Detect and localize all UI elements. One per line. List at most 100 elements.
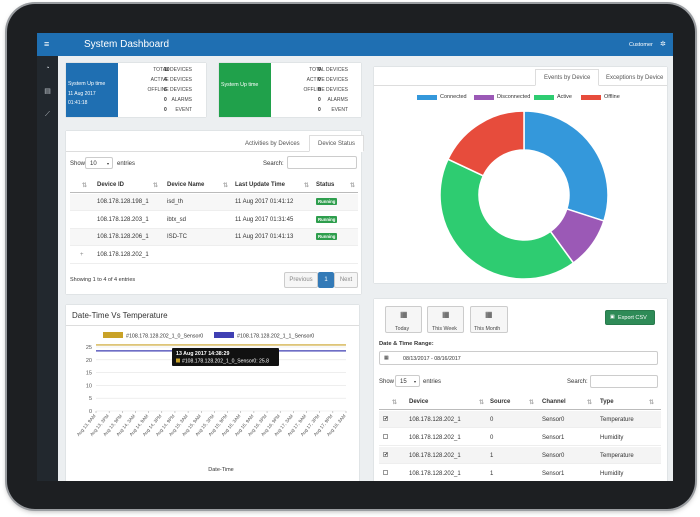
stat-label: EVENT xyxy=(175,107,192,113)
sort-icon[interactable]: ⇅ xyxy=(82,183,88,189)
sensor-source: 1 xyxy=(490,453,494,459)
previous-button[interactable]: Previous xyxy=(284,272,318,288)
y-tick-label: 25 xyxy=(86,345,92,351)
checkbox-checked[interactable] xyxy=(383,452,388,457)
table-row[interactable]: +108.178.128.202_1 xyxy=(70,246,358,264)
sort-icon[interactable]: ⇅ xyxy=(529,400,535,406)
sensor-source: 1 xyxy=(490,471,494,477)
donut-slice-offline[interactable] xyxy=(446,110,525,177)
table-row[interactable]: 108.178.128.206_1 ISD-TC 11 Aug 2017 01:41… xyxy=(70,229,358,246)
events-donut-card: Events by Device Exceptions by Device Co… xyxy=(374,67,667,283)
page-size-select[interactable]: 15 ▾ xyxy=(395,375,420,387)
tab-activities-by-devices[interactable]: Activities by Devices xyxy=(245,141,300,147)
row-checkbox[interactable] xyxy=(383,452,388,458)
sort-icon[interactable]: ⇅ xyxy=(153,183,159,189)
donut-slice-active[interactable] xyxy=(439,158,575,280)
device-name: ibtx_sd xyxy=(167,216,187,223)
this-week-label: This Week xyxy=(432,326,457,332)
table-row[interactable]: 108.178.128.202_1 0 Sensor0 Temperature xyxy=(379,411,661,428)
uptime-title: System Up time xyxy=(221,82,259,88)
uptime-time: 01:41:18 xyxy=(68,100,88,106)
show-label: Show xyxy=(70,161,86,167)
sort-icon[interactable]: ⇅ xyxy=(649,400,655,406)
sort-icon[interactable]: ⇅ xyxy=(304,183,310,189)
search-label: Search: xyxy=(567,379,588,385)
dashboard-icon[interactable]: ◔ xyxy=(45,65,50,72)
temperature-chart-card: Date-Time Vs Temperature #108.178.128.20… xyxy=(66,305,359,481)
sidebar: ◔ ▤ ⟋ xyxy=(37,56,58,481)
page-1-button[interactable]: 1 xyxy=(318,272,334,288)
legend-label: Offline xyxy=(604,94,620,100)
col-source[interactable]: Source xyxy=(490,399,511,405)
col-device-id[interactable]: Device ID xyxy=(97,182,125,188)
device-table-body: 108.178.128.198_1 isd_th 11 Aug 2017 01:41… xyxy=(70,194,358,264)
date-range-input[interactable]: ▦ 08/13/2017 - 08/16/2017 xyxy=(379,351,658,365)
search-input[interactable] xyxy=(287,156,357,169)
y-tick-label: 10 xyxy=(86,383,92,389)
tab-device-status[interactable]: Device Status xyxy=(309,135,365,152)
legend-swatch xyxy=(581,95,601,100)
device-id: 108.178.128.203_1 xyxy=(97,216,149,223)
checkbox-unchecked[interactable] xyxy=(383,470,388,475)
stat-label: ALARMS xyxy=(327,97,348,103)
sensor-selection-card: ▦ Today ▦ This Week ▦ This Month ▣ Expor… xyxy=(374,299,667,481)
table-row[interactable]: 108.178.128.203_1 ibtx_sd 11 Aug 2017 01:3… xyxy=(70,211,358,229)
checkbox-checked[interactable] xyxy=(383,416,388,421)
next-button[interactable]: Next xyxy=(334,272,358,288)
sort-icon[interactable]: ⇅ xyxy=(479,400,485,406)
table-row[interactable]: 108.178.128.202_1 1 Sensor0 Temperature xyxy=(379,447,661,464)
sensor-channel: Sensor1 xyxy=(542,435,565,441)
row-checkbox[interactable] xyxy=(383,416,388,422)
user-name[interactable]: Customer xyxy=(629,42,653,48)
sort-icon[interactable]: ⇅ xyxy=(587,400,593,406)
row-checkbox[interactable] xyxy=(383,434,388,440)
sort-icon[interactable]: ⇅ xyxy=(392,400,398,406)
status-badge-label: Running xyxy=(316,233,338,240)
page-size-select[interactable]: 10 ▾ xyxy=(85,157,113,169)
tab-events-by-device[interactable]: Events by Device xyxy=(535,69,600,86)
table-row[interactable]: 108.178.128.202_1 1 Sensor1 Humidity xyxy=(379,465,661,481)
today-button[interactable]: ▦ Today xyxy=(385,306,422,333)
sensor-table-header: ⇅ Device ⇅ Source ⇅ Channel ⇅ Type ⇅ xyxy=(379,395,661,410)
col-channel[interactable]: Channel xyxy=(542,399,566,405)
table-row[interactable]: 108.178.128.202_1 0 Sensor1 Humidity xyxy=(379,429,661,446)
book-icon[interactable]: ▤ xyxy=(44,88,51,95)
stat-label: ACTIVE DEVICES xyxy=(150,77,192,83)
expand-icon[interactable]: + xyxy=(80,251,84,258)
uptime-title: System Up time xyxy=(68,81,106,87)
chart-title: Date-Time Vs Temperature xyxy=(72,311,168,320)
search-input[interactable] xyxy=(590,375,658,388)
donut-slice-connected[interactable] xyxy=(523,110,609,222)
col-type[interactable]: Type xyxy=(600,399,614,405)
device-id: 108.178.128.202_1 xyxy=(97,251,149,258)
menu-icon[interactable]: ≡ xyxy=(44,39,50,49)
legend-swatch xyxy=(417,95,437,100)
row-checkbox[interactable] xyxy=(383,470,388,476)
status-badge: Running xyxy=(316,198,338,205)
device-table-header: ⇅ Device ID ⇅ Device Name ⇅ Last Update … xyxy=(70,178,358,193)
this-week-button[interactable]: ▦ This Week xyxy=(427,306,464,333)
col-status[interactable]: Status xyxy=(316,182,335,188)
status-badge: Running xyxy=(316,233,338,240)
last-update-time: 11 Aug 2017 01:41:13 xyxy=(235,234,294,240)
this-month-button[interactable]: ▦ This Month xyxy=(470,306,508,333)
sort-icon[interactable]: ⇅ xyxy=(350,183,356,189)
col-device-name[interactable]: Device Name xyxy=(167,182,205,188)
table-row[interactable]: 108.178.128.198_1 isd_th 11 Aug 2017 01:41… xyxy=(70,194,358,211)
col-device[interactable]: Device xyxy=(409,399,429,405)
legend-label: #108.178.128.202_1_0_Sensor0 xyxy=(126,334,203,340)
legend-label: Connected xyxy=(440,94,467,100)
col-last-update-time[interactable]: Last Update Time xyxy=(235,182,285,188)
sort-icon[interactable]: ⇅ xyxy=(223,183,229,189)
stat-value: 0 xyxy=(318,97,321,103)
line-chart: #108.178.128.202_1_0_Sensor0 #108.178.128… xyxy=(76,332,347,473)
chart-divider xyxy=(66,325,359,326)
sensor-source: 0 xyxy=(490,417,494,423)
export-csv-button[interactable]: ▣ Export CSV xyxy=(605,310,655,325)
chart-icon[interactable]: ⟋ xyxy=(45,111,50,118)
sensor-source: 0 xyxy=(490,435,494,441)
stat-label: ALARMS xyxy=(171,97,192,103)
gear-icon[interactable]: ✲ xyxy=(660,41,666,48)
checkbox-unchecked[interactable] xyxy=(383,434,388,439)
tab-exceptions-by-device[interactable]: Exceptions by Device xyxy=(606,75,664,81)
